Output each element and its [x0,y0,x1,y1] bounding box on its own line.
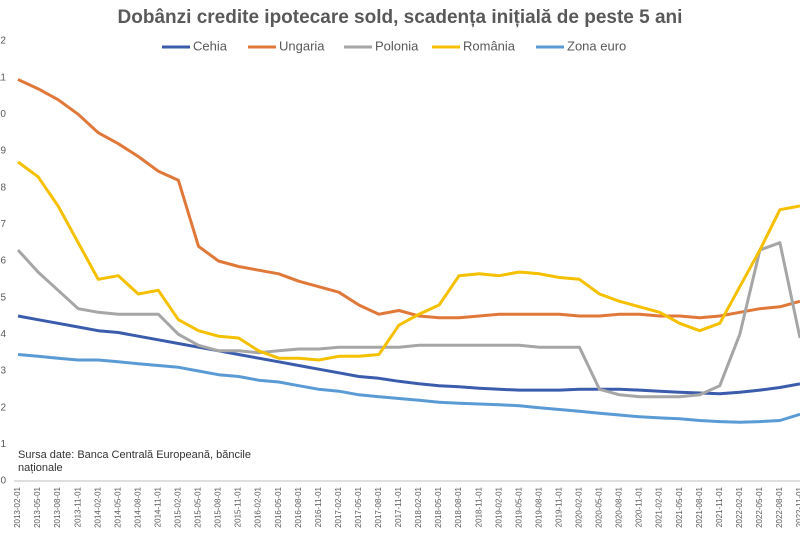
series-line [17,160,800,362]
y-tick-label: 6 [0,256,6,267]
x-tick-label: 2017-05-01 [354,486,363,527]
y-tick-label: 12 [0,36,6,47]
x-tick-label: 2016-05-01 [274,486,283,527]
x-tick-label: 2013-02-01 [13,486,22,527]
x-tick-label: 2014-02-01 [93,486,102,527]
y-tick-label: 0 [0,476,6,487]
y-tick-label: 3 [0,366,6,377]
x-tick-label: 2015-05-01 [194,486,203,527]
x-tick-label: 2013-11-01 [73,486,82,527]
legend-label: Zona euro [567,38,626,53]
y-tick-label: 7 [0,219,6,230]
chart-title: Dobânzi credite ipotecare sold, scadența… [118,7,683,28]
legend-label: Cehia [193,38,228,53]
y-tick-label: 5 [0,292,6,303]
y-tick-label: 8 [0,182,6,193]
x-tick-label: 2020-05-01 [595,486,604,527]
source-note: Sursa date: Banca Centrală Europeană, bă… [18,449,251,461]
x-tick-label: 2021-05-01 [675,486,684,527]
x-tick-label: 2020-02-01 [575,486,584,527]
y-tick-label: 9 [0,146,6,157]
x-tick-label: 2022-11-01 [795,486,800,527]
series-line [17,314,800,396]
x-tick-label: 2016-11-01 [314,486,323,527]
x-tick-label: 2014-08-01 [133,486,142,527]
legend-label: Polonia [375,38,419,53]
x-tick-label: 2015-02-01 [174,486,183,527]
x-tick-label: 2013-08-01 [53,486,62,527]
x-tick-label: 2022-05-01 [755,486,764,527]
x-tick-label: 2021-11-01 [715,486,724,527]
series-line [17,353,800,424]
x-tick-label: 2019-05-01 [514,486,523,527]
x-tick-label: 2019-08-01 [534,486,543,527]
source-note: naționale [18,462,63,474]
x-tick-label: 2022-02-01 [735,486,744,527]
y-tick-label: 1 [0,439,6,450]
x-tick-label: 2016-08-01 [294,486,303,527]
legend-label: România [463,38,516,53]
y-tick-label: 4 [0,329,6,340]
x-tick-label: 2014-11-01 [153,486,162,527]
x-tick-label: 2015-08-01 [214,486,223,527]
x-tick-label: 2017-02-01 [334,486,343,527]
x-tick-label: 2020-11-01 [635,486,644,527]
x-tick-label: 2017-11-01 [394,486,403,527]
x-tick-label: 2018-05-01 [434,486,443,527]
x-tick-label: 2015-11-01 [234,486,243,527]
x-tick-label: 2014-05-01 [113,486,122,527]
x-tick-label: 2016-02-01 [254,486,263,527]
series-line [16,241,800,399]
x-tick-label: 2013-05-01 [33,486,42,527]
x-tick-label: 2020-08-01 [615,486,624,527]
y-tick-label: 2 [0,402,6,413]
x-tick-label: 2021-02-01 [655,486,664,527]
x-tick-label: 2018-08-01 [454,486,463,527]
x-tick-label: 2019-11-01 [554,486,563,527]
x-tick-label: 2017-08-01 [374,486,383,527]
series-line [17,78,800,320]
x-tick-label: 2019-02-01 [494,486,503,527]
x-tick-label: 2021-08-01 [695,486,704,527]
legend-label: Ungaria [279,38,325,53]
x-tick-label: 2018-02-01 [414,486,423,527]
x-tick-label: 2022-08-01 [775,486,784,527]
y-tick-label: 10 [0,109,6,120]
x-tick-label: 2018-11-01 [474,486,483,527]
y-tick-label: 11 [0,72,6,83]
